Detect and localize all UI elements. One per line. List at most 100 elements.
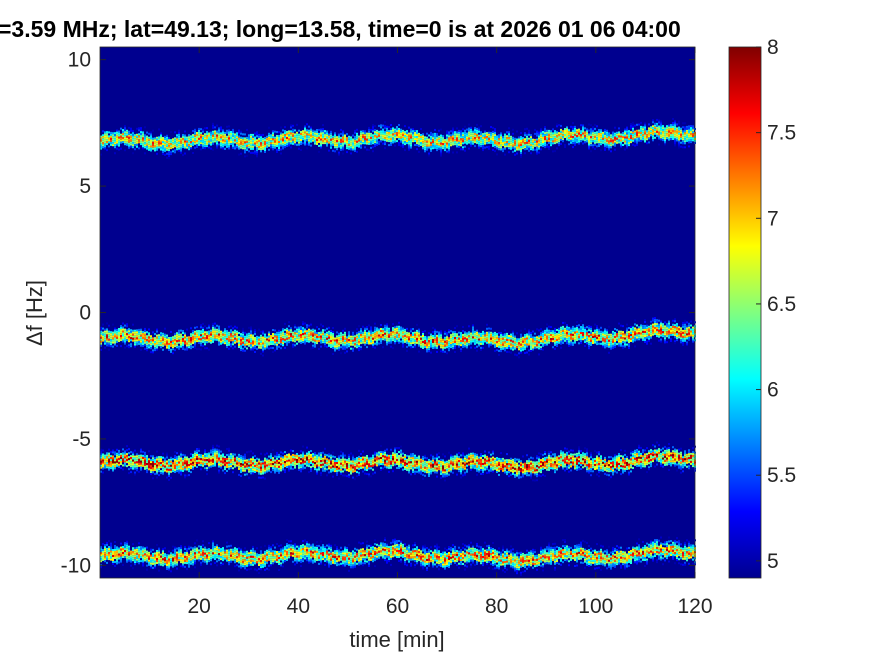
band-cell [518,342,520,344]
band-cell [306,143,308,145]
band-cell [114,332,116,334]
band-cell [358,337,360,339]
band-cell [462,344,464,346]
band-cell [138,139,140,141]
band-cell [586,334,588,336]
band-cell [636,138,638,140]
band-cell [638,336,640,338]
band-cell [494,134,496,136]
band-cell [606,337,608,339]
band-cell [572,338,574,340]
band-cell [356,342,358,344]
band-cell [440,332,442,334]
band-cell [200,344,202,346]
band-cell [666,327,668,329]
band-cell [540,348,542,350]
band-cell [688,131,690,133]
band-cell [180,334,182,336]
band-cell [604,145,606,147]
band-cell [664,141,666,143]
band-cell [572,344,574,346]
band-cell [300,149,302,151]
band-cell [368,129,370,131]
band-cell [458,144,460,146]
band-cell [652,324,654,326]
band-cell [374,135,376,137]
band-cell [600,137,602,139]
band-cell [602,342,604,344]
band-cell [618,345,620,347]
band-cell [414,136,416,138]
band-cell [656,123,658,125]
band-cell [494,128,496,130]
band-cell [376,130,378,132]
band-cell [434,141,436,143]
band-cell [320,338,322,340]
band-cell [582,127,584,129]
band-cell [584,335,586,337]
band-cell [638,330,640,332]
band-cell [206,347,208,349]
band-cell [398,342,400,344]
band-cell [430,338,432,340]
band-cell [230,143,232,145]
band-cell [222,147,224,149]
band-cell [398,328,400,330]
band-cell [460,338,462,340]
band-cell [192,130,194,132]
band-cell [264,149,266,151]
band-cell [488,134,490,136]
band-cell [122,333,124,335]
band-cell [438,138,440,140]
band-cell [208,325,210,327]
band-cell [264,340,266,342]
band-cell [162,343,164,345]
band-cell [356,135,358,137]
band-cell [612,337,614,339]
band-cell [462,146,464,148]
band-cell [378,125,380,127]
band-cell [122,335,124,337]
band-cell [494,340,496,342]
band-cell [210,144,212,146]
band-cell [214,339,216,341]
band-cell [396,128,398,130]
band-cell [334,150,336,152]
band-cell [676,123,678,125]
band-cell [546,130,548,132]
band-cell [536,342,538,344]
band-cell [490,336,492,338]
band-cell [210,148,212,150]
band-cell [418,343,420,345]
band-cell [526,142,528,144]
band-cell [150,339,152,341]
band-cell [534,149,536,151]
band-cell [612,136,614,138]
band-cell [474,135,476,137]
band-cell [612,347,614,349]
band-cell [290,130,292,132]
band-cell [140,341,142,343]
band-cell [676,139,678,141]
band-cell [250,332,252,334]
band-cell [390,132,392,134]
band-cell [460,340,462,342]
band-cell [294,139,296,141]
band-cell [312,136,314,138]
band-cell [552,346,554,348]
band-cell [662,333,664,335]
band-cell [422,143,424,145]
band-cell [322,337,324,339]
band-cell [302,337,304,339]
band-cell [304,130,306,132]
band-cell [190,143,192,145]
band-cell [590,150,592,152]
band-cell [290,132,292,134]
band-cell [592,128,594,130]
band-cell [238,346,240,348]
band-cell [398,130,400,132]
band-cell [630,127,632,129]
band-cell [108,343,110,345]
band-cell [468,138,470,140]
band-cell [438,148,440,150]
